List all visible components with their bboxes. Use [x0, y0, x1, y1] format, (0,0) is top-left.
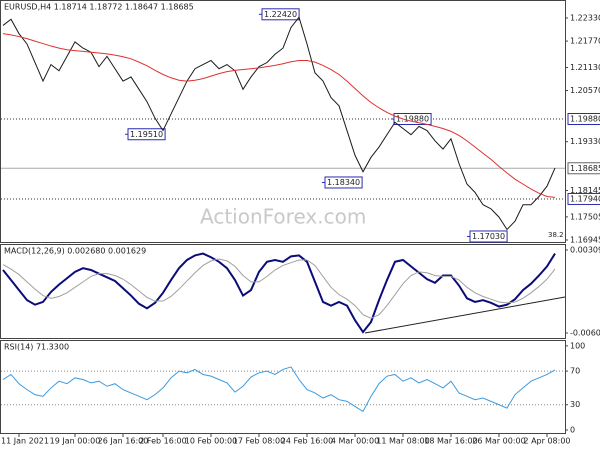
y-tick-label: 1.16945 [570, 235, 600, 244]
y-tick-label: 1.21770 [570, 37, 600, 46]
x-tick-label: 11 Mar 08:00 [376, 437, 429, 446]
y-tick-label: 1.21130 [570, 63, 600, 72]
y-tick-label: -0.006001 [570, 328, 600, 337]
price-annotation: 1.19880 [396, 115, 429, 124]
last-price-label: 1.18685 [570, 164, 600, 173]
series-line [2, 16, 556, 231]
price-annotation: 1.17030 [472, 232, 505, 241]
level-label-box [567, 113, 600, 126]
x-tick-label: 18 Mar 16:00 [424, 437, 477, 446]
price-annotation: 1.18340 [327, 178, 360, 187]
y-tick-label: 1.18145 [570, 186, 600, 195]
y-tick-label: 1.19330 [570, 137, 600, 146]
macd-title: MACD(12,26,9) 0.002680 0.001629 [4, 247, 146, 256]
x-tick-label: 26 Mar 00:00 [472, 437, 525, 446]
last-price-label-box [567, 162, 600, 175]
x-tick-label: 19 Jan 00:00 [50, 437, 101, 446]
x-tick-label: 11 Jan 2021 [1, 437, 49, 446]
rsi-panel [0, 340, 566, 434]
price-annotation: 1.19510 [130, 130, 163, 139]
price-title: EURUSD,H4 1.18714 1.18772 1.18647 1.1868… [4, 3, 194, 12]
watermark: ActionForex.com [200, 205, 366, 229]
x-tick-label: 17 Feb 08:00 [233, 437, 285, 446]
trend-line [364, 296, 566, 334]
level-label: 1.19880 [570, 115, 600, 124]
price-annotation: 1.22420 [264, 10, 297, 19]
y-tick-label: 1.22330 [570, 14, 600, 23]
series-line [2, 258, 556, 319]
x-tick-label: 4 Mar 00:00 [331, 437, 379, 446]
y-tick-label: 1.17505 [570, 212, 600, 221]
level-label-box [567, 192, 600, 205]
series-line [2, 252, 556, 334]
macd-panel [0, 244, 566, 339]
level-label: 1.17940 [570, 194, 600, 203]
x-tick-label: 26 Jan 16:00 [98, 437, 149, 446]
y-tick-label: 0.003093 [570, 245, 600, 254]
x-tick-label: 2 Feb 16:00 [139, 437, 186, 446]
y-tick-label: 30 [570, 400, 580, 409]
series-line [2, 33, 556, 198]
y-tick-label: 0 [570, 425, 575, 434]
y-tick-label: 100 [570, 341, 585, 350]
series-line [2, 366, 556, 413]
rsi-title: RSI(14) 71.3300 [4, 343, 69, 352]
fib-label: 38.2 [548, 231, 564, 239]
y-tick-label: 70 [570, 367, 580, 376]
x-tick-label: 2 Apr 08:00 [523, 437, 570, 446]
x-tick-label: 10 Feb 00:00 [185, 437, 237, 446]
price-panel [0, 0, 566, 243]
y-tick-label: 1.20570 [570, 86, 600, 95]
x-tick-label: 24 Feb 16:00 [281, 437, 333, 446]
